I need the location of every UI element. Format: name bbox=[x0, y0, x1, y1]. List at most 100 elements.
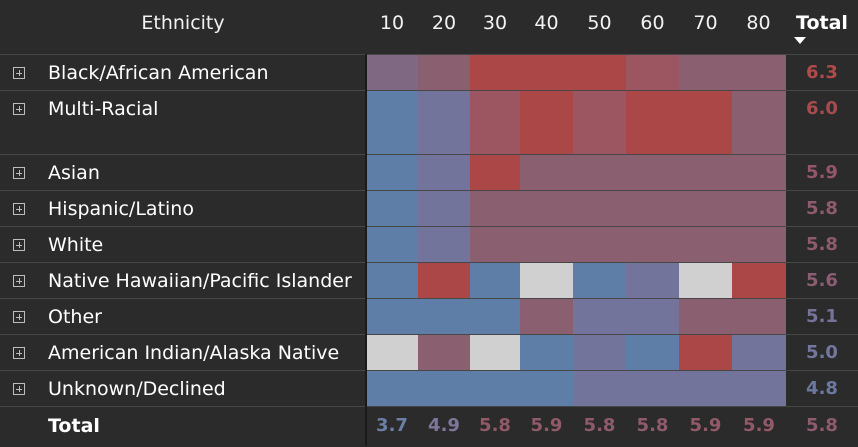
expand-plus-icon[interactable] bbox=[13, 311, 25, 323]
column-header-70[interactable]: 70 bbox=[693, 12, 718, 34]
heatmap-cell[interactable] bbox=[679, 227, 732, 263]
table-row[interactable]: White 5.8 bbox=[0, 226, 858, 263]
heatmap-cell[interactable] bbox=[732, 335, 786, 371]
heatmap-cell[interactable] bbox=[520, 263, 573, 299]
heatmap-cell[interactable] bbox=[679, 155, 732, 191]
heatmap-cell[interactable] bbox=[732, 91, 786, 155]
heatmap-cell[interactable] bbox=[418, 227, 470, 263]
heatmap-cell[interactable] bbox=[679, 91, 732, 155]
sort-descending-icon[interactable] bbox=[794, 37, 806, 44]
table-row[interactable]: Hispanic/Latino 5.8 bbox=[0, 190, 858, 227]
heatmap-cell[interactable] bbox=[573, 263, 626, 299]
heatmap-cell[interactable] bbox=[732, 371, 786, 407]
heatmap-cell[interactable] bbox=[573, 191, 626, 227]
heatmap-cell[interactable] bbox=[520, 299, 573, 335]
heatmap-cell[interactable] bbox=[418, 371, 470, 407]
heatmap-cell[interactable] bbox=[732, 227, 786, 263]
heatmap-cell[interactable] bbox=[573, 155, 626, 191]
table-row[interactable]: Unknown/Declined 4.8 bbox=[0, 370, 858, 407]
heatmap-cell[interactable] bbox=[732, 299, 786, 335]
column-header-50[interactable]: 50 bbox=[587, 12, 612, 34]
heatmap-cell[interactable] bbox=[626, 371, 679, 407]
column-header-20[interactable]: 20 bbox=[431, 12, 457, 34]
heatmap-cell[interactable] bbox=[470, 371, 520, 407]
heatmap-cell[interactable] bbox=[573, 227, 626, 263]
heatmap-cell[interactable] bbox=[520, 227, 573, 263]
heatmap-cell[interactable] bbox=[418, 91, 470, 155]
heatmap-cell[interactable] bbox=[470, 335, 520, 371]
heatmap-cell[interactable] bbox=[418, 155, 470, 191]
table-row[interactable]: Black/African American 6.3 bbox=[0, 54, 858, 91]
expand-plus-icon[interactable] bbox=[13, 347, 25, 359]
heatmap-cell[interactable] bbox=[679, 335, 732, 371]
column-header-30[interactable]: 30 bbox=[482, 12, 508, 34]
heatmap-cell[interactable] bbox=[470, 299, 520, 335]
table-row[interactable]: Multi-Racial 6.0 bbox=[0, 90, 858, 155]
column-header-40[interactable]: 40 bbox=[534, 12, 559, 34]
ethnicity-column-header[interactable]: Ethnicity bbox=[141, 12, 225, 34]
expand-plus-icon[interactable] bbox=[13, 67, 25, 79]
table-row[interactable]: American Indian/Alaska Native 5.0 bbox=[0, 334, 858, 371]
column-header-60[interactable]: 60 bbox=[640, 12, 665, 34]
heatmap-cell[interactable] bbox=[418, 55, 470, 91]
heatmap-cell[interactable] bbox=[520, 91, 573, 155]
table-row[interactable]: Asian 5.9 bbox=[0, 154, 858, 191]
heatmap-cell[interactable] bbox=[470, 227, 520, 263]
heatmap-cell[interactable] bbox=[470, 263, 520, 299]
heatmap-cell[interactable] bbox=[366, 371, 418, 407]
table-row[interactable]: Native Hawaiian/Pacific Islander 5.6 bbox=[0, 262, 858, 299]
heatmap-cell[interactable] bbox=[626, 55, 679, 91]
heatmap-cell[interactable] bbox=[626, 335, 679, 371]
heatmap-cell[interactable] bbox=[470, 155, 520, 191]
heatmap-cell[interactable] bbox=[626, 299, 679, 335]
heatmap-cell[interactable] bbox=[366, 55, 418, 91]
heatmap-cell[interactable] bbox=[366, 155, 418, 191]
heatmap-cell[interactable] bbox=[679, 371, 732, 407]
heatmap-cell[interactable] bbox=[366, 263, 418, 299]
expand-plus-icon[interactable] bbox=[13, 103, 25, 115]
total-column-header[interactable]: Total bbox=[796, 12, 848, 34]
heatmap-cell[interactable] bbox=[418, 335, 470, 371]
table-row[interactable]: Other 5.1 bbox=[0, 298, 858, 335]
expand-plus-icon[interactable] bbox=[13, 239, 25, 251]
heatmap-cell[interactable] bbox=[470, 191, 520, 227]
heatmap-cell[interactable] bbox=[732, 263, 786, 299]
expand-plus-icon[interactable] bbox=[13, 167, 25, 179]
heatmap-cell[interactable] bbox=[732, 155, 786, 191]
expand-plus-icon[interactable] bbox=[13, 275, 25, 287]
heatmap-cell[interactable] bbox=[732, 55, 786, 91]
heatmap-cell[interactable] bbox=[418, 299, 470, 335]
heatmap-cell[interactable] bbox=[366, 335, 418, 371]
heatmap-cell[interactable] bbox=[679, 191, 732, 227]
heatmap-cell[interactable] bbox=[366, 91, 418, 155]
heatmap-cell[interactable] bbox=[732, 191, 786, 227]
heatmap-cell[interactable] bbox=[520, 371, 573, 407]
heatmap-cell[interactable] bbox=[366, 227, 418, 263]
heatmap-cell[interactable] bbox=[626, 155, 679, 191]
heatmap-cell[interactable] bbox=[626, 91, 679, 155]
heatmap-cell[interactable] bbox=[573, 299, 626, 335]
heatmap-cell[interactable] bbox=[366, 299, 418, 335]
heatmap-cell[interactable] bbox=[573, 371, 626, 407]
heatmap-cell[interactable] bbox=[520, 335, 573, 371]
heatmap-cell[interactable] bbox=[520, 55, 573, 91]
heatmap-cell[interactable] bbox=[626, 191, 679, 227]
heatmap-cell[interactable] bbox=[573, 335, 626, 371]
heatmap-cell[interactable] bbox=[470, 55, 520, 91]
column-header-10[interactable]: 10 bbox=[379, 12, 405, 34]
heatmap-cell[interactable] bbox=[626, 227, 679, 263]
heatmap-cell[interactable] bbox=[470, 91, 520, 155]
heatmap-cell[interactable] bbox=[520, 191, 573, 227]
heatmap-cell[interactable] bbox=[418, 263, 470, 299]
heatmap-cell[interactable] bbox=[626, 263, 679, 299]
column-header-80[interactable]: 80 bbox=[746, 12, 771, 34]
expand-plus-icon[interactable] bbox=[13, 203, 25, 215]
heatmap-cell[interactable] bbox=[679, 55, 732, 91]
expand-plus-icon[interactable] bbox=[13, 383, 25, 395]
heatmap-cell[interactable] bbox=[573, 91, 626, 155]
heatmap-cell[interactable] bbox=[366, 191, 418, 227]
heatmap-cell[interactable] bbox=[418, 191, 470, 227]
heatmap-cell[interactable] bbox=[679, 263, 732, 299]
heatmap-cell[interactable] bbox=[679, 299, 732, 335]
heatmap-cell[interactable] bbox=[573, 55, 626, 91]
